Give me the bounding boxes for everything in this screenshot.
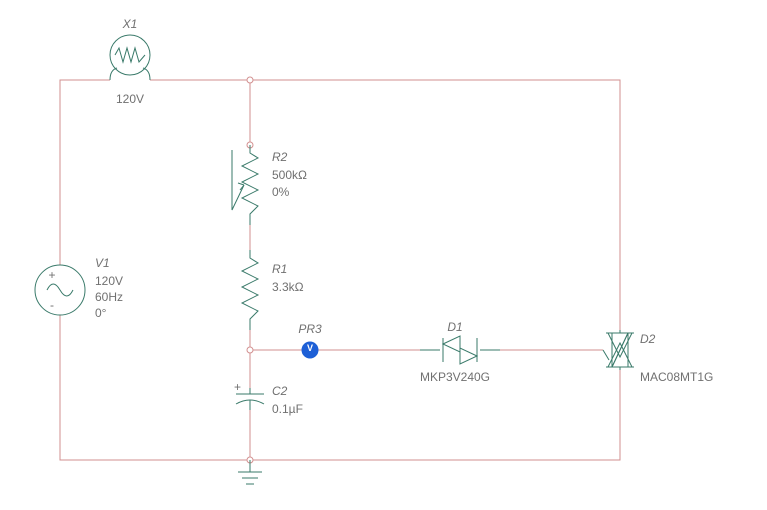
svg-text:+: + (234, 380, 241, 394)
pr3-ref: PR3 (298, 322, 322, 336)
x1-ref: X1 (122, 17, 138, 31)
pr3-kind: V (307, 343, 313, 353)
svg-text:+: + (48, 268, 55, 282)
source-v1: + - V1 120V 60Hz 0° (35, 256, 123, 320)
d1-ref: D1 (447, 320, 462, 334)
r2-pos: 0% (272, 185, 290, 199)
d2-value: MAC08MT1G (640, 370, 713, 384)
resistor-r1: R1 3.3kΩ (242, 250, 304, 330)
lamp-x1: X1 120V (110, 17, 150, 106)
v1-freq: 60Hz (95, 290, 123, 304)
c2-value: 0.1µF (272, 402, 303, 416)
v1-amp: 120V (95, 274, 123, 288)
d1-value: MKP3V240G (420, 370, 490, 384)
r2-ref: R2 (272, 150, 288, 164)
v1-ref: V1 (95, 256, 110, 270)
r1-value: 3.3kΩ (272, 280, 304, 294)
v1-phase: 0° (95, 306, 107, 320)
r2-value: 500kΩ (272, 168, 307, 182)
c2-ref: C2 (272, 384, 288, 398)
x1-value: 120V (116, 92, 144, 106)
cap-c2: + C2 0.1µF (234, 380, 303, 416)
r1-ref: R1 (272, 262, 287, 276)
d2-ref: D2 (640, 332, 656, 346)
pot-r2: R2 500kΩ 0% (232, 145, 307, 225)
svg-text:-: - (50, 298, 54, 312)
circuit-schematic: X1 120V + - V1 120V 60Hz 0° R2 500kΩ 0% … (0, 0, 767, 510)
ground (238, 460, 262, 484)
diac-d1: D1 MKP3V240G (420, 320, 500, 384)
probe-pr3: PR3 V (298, 322, 322, 358)
